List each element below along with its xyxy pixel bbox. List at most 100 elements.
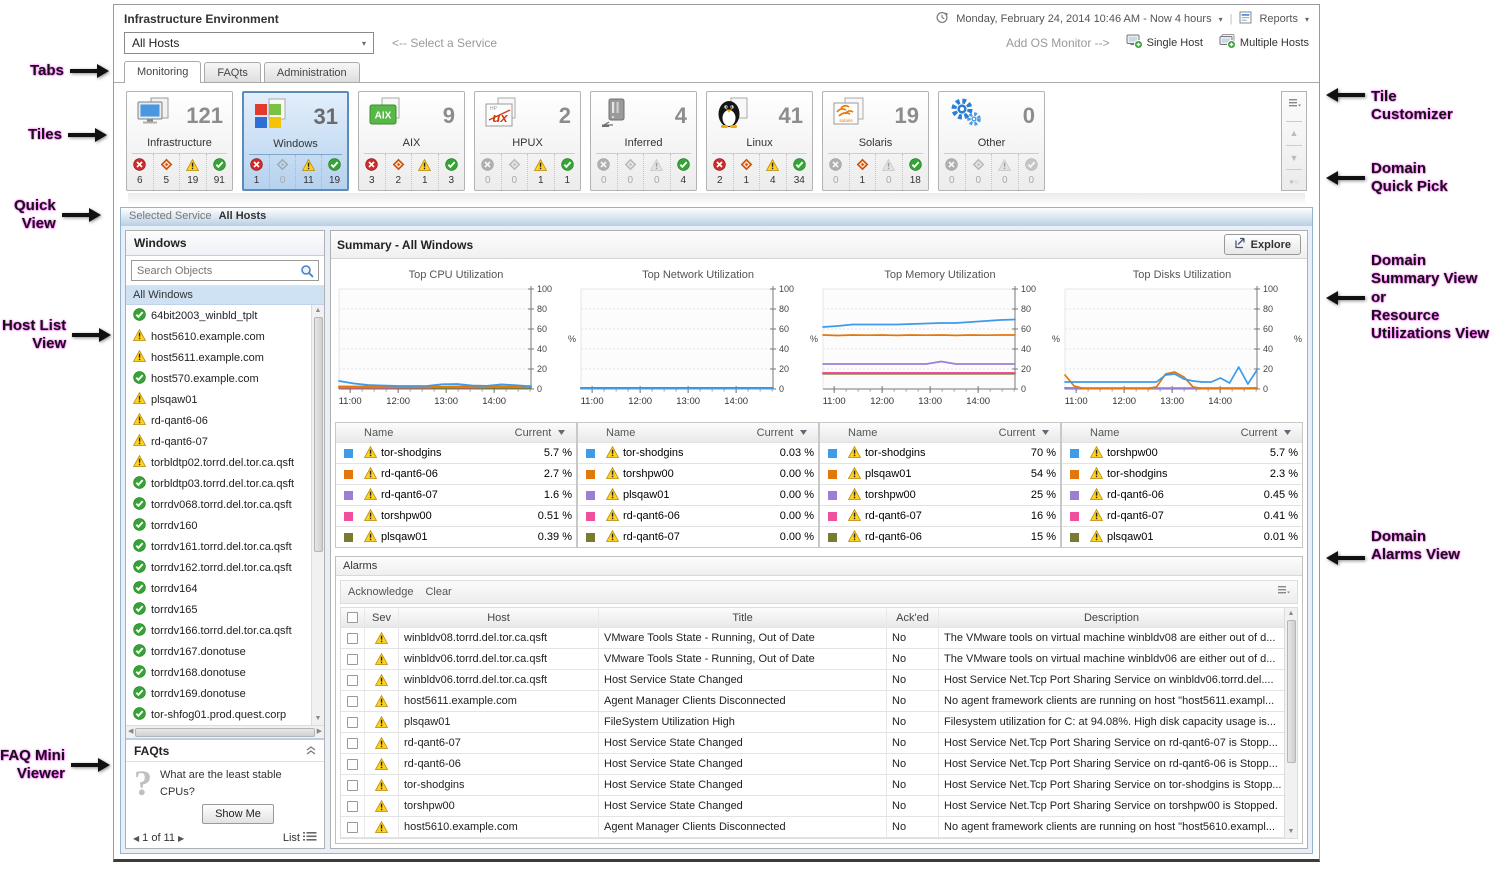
alarm-row[interactable]: winbldv08.torrd.del.tor.ca.qsft VMware T… [341,628,1284,649]
host-list-item[interactable]: torrdv162.torrd.del.tor.ca.qsft [126,557,311,578]
host-list-item[interactable]: host570.example.com [126,368,311,389]
acknowledge-button[interactable]: Acknowledge [348,586,414,598]
tile-status-warning[interactable]: 0 [875,154,902,190]
next-page-icon[interactable]: ▶ [177,833,185,843]
prev-page-icon[interactable]: ◀ [133,833,140,843]
alarm-checkbox[interactable] [347,821,358,833]
tile-status-critical[interactable]: 1 [848,154,876,190]
tile-status-critical[interactable]: 0 [616,154,644,190]
host-list-item[interactable]: tor-shfog01.prod.quest.corp [126,704,311,725]
tile-status-critical[interactable]: 0 [964,154,992,190]
legend-row[interactable]: plsqaw01 0.00 % [578,484,818,505]
tile-status-critical[interactable]: 5 [152,154,180,190]
alarm-row[interactable]: torshpw00 Host Service State Changed No … [341,796,1284,817]
tile-status-normal[interactable]: 3 [437,154,465,190]
legend-row[interactable]: torshpw00 0.51 % [336,505,576,526]
legend-row[interactable]: rd-qant6-07 0.41 % [1062,505,1302,526]
host-list-item[interactable]: torrdv160 [126,515,311,536]
host-list-item[interactable]: torbldtp02.torrd.del.tor.ca.qsft [126,452,311,473]
host-list-item[interactable]: torrdv068.torrd.del.tor.ca.qsft [126,494,311,515]
tile-status-critical[interactable]: 0 [500,154,528,190]
tab-monitoring[interactable]: Monitoring [124,61,202,83]
host-list-item[interactable]: rd-qant6-07 [126,431,311,452]
host-list-vertical-scrollbar[interactable]: ▲ ▼ [311,305,324,725]
tile-status-normal[interactable]: 91 [205,154,233,190]
tile-status-warning[interactable]: 0 [643,154,670,190]
alarm-row[interactable]: tor-shodgins Host Service State Changed … [341,775,1284,796]
host-list-item[interactable]: torrdv169.donotuse [126,683,311,704]
alarm-checkbox[interactable] [347,737,358,749]
alarms-menu-icon[interactable] [1277,585,1290,599]
alarm-checkbox[interactable] [347,674,358,686]
tile-inferred[interactable]: 4 Inferred 0 0 0 4 [590,91,697,191]
alarm-row[interactable]: plsqaw01 FileSystem Utilization High No … [341,712,1284,733]
legend-row[interactable]: rd-qant6-07 0.00 % [578,526,818,547]
legend-row[interactable]: tor-shodgins 5.7 % [336,442,576,463]
tile-status-normal[interactable]: 1 [553,154,581,190]
tile-aix[interactable]: AIX 9 AIX 3 2 1 3 [358,91,465,191]
tile-status-fatal[interactable]: 0 [939,154,965,190]
tile-status-fatal[interactable]: 3 [359,154,385,190]
tab-faqts[interactable]: FAQts [204,62,261,82]
tile-status-warning[interactable]: 4 [759,154,786,190]
legend-row[interactable]: tor-shodgins 70 % [820,442,1060,463]
single-host-button[interactable]: Single Host [1126,34,1203,52]
alarm-checkbox[interactable] [347,779,358,791]
service-select[interactable]: All Hosts ▾ [124,32,374,54]
tile-customizer[interactable]: ▲ ▼ ●○ [1281,91,1307,191]
tile-status-fatal[interactable]: 0 [475,154,501,190]
alarm-row[interactable]: rd-qant6-07 Host Service State Changed N… [341,733,1284,754]
clear-button[interactable]: Clear [425,586,452,598]
host-list-item[interactable]: torrdv167.donotuse [126,641,311,662]
host-list-item[interactable]: rd-qant6-06 [126,410,311,431]
tile-status-normal[interactable]: 18 [901,154,929,190]
host-list-item[interactable]: host5611.example.com [126,347,311,368]
legend-row[interactable]: tor-shodgins 2.3 % [1062,463,1302,484]
tile-windows[interactable]: 31 Windows 1 0 11 19 [242,91,349,191]
tile-status-warning[interactable]: 11 [295,155,321,189]
faq-list-button[interactable]: List [283,831,317,845]
tile-status-fatal[interactable]: 2 [707,154,733,190]
host-group-all-windows[interactable]: All Windows [126,285,324,305]
tile-status-fatal[interactable]: 1 [244,155,269,189]
tile-status-critical[interactable]: 0 [269,155,295,189]
collapse-icon[interactable] [306,744,316,758]
alarm-checkbox[interactable] [347,632,358,644]
host-list-item[interactable]: plsqaw01 [126,389,311,410]
alarms-vertical-scrollbar[interactable]: ▲ ▼ [1284,608,1297,838]
time-range-label[interactable]: Monday, February 24, 2014 10:46 AM - Now… [956,13,1212,25]
search-input[interactable] [131,260,319,281]
host-list-item[interactable]: torrdv168.donotuse [126,662,311,683]
tile-status-warning[interactable]: 19 [179,154,206,190]
host-list-item[interactable]: torrdv166.torrd.del.tor.ca.qsft [126,620,311,641]
legend-row[interactable]: tor-shodgins 0.03 % [578,442,818,463]
legend-row[interactable]: rd-qant6-06 15 % [820,526,1060,547]
tile-status-normal[interactable]: 4 [669,154,697,190]
tile-status-normal[interactable]: 34 [785,154,813,190]
tab-administration[interactable]: Administration [263,62,360,82]
tile-status-warning[interactable]: 1 [411,154,438,190]
alarm-row[interactable]: winbldv06.torrd.del.tor.ca.qsft VMware T… [341,649,1284,670]
tile-infrastructure[interactable]: 121 Infrastructure 6 5 19 91 [126,91,233,191]
search-icon[interactable] [300,264,314,283]
tile-solaris[interactable]: solaris 19 Solaris 0 1 0 18 [822,91,929,191]
tile-status-fatal[interactable]: 6 [127,154,153,190]
legend-row[interactable]: plsqaw01 54 % [820,463,1060,484]
host-list-horizontal-scrollbar[interactable]: ◀ ▶ [126,725,324,738]
tile-status-fatal[interactable]: 0 [591,154,617,190]
legend-row[interactable]: rd-qant6-07 16 % [820,505,1060,526]
alarm-checkbox[interactable] [347,800,358,812]
host-list-item[interactable]: torrdv161.torrd.del.tor.ca.qsft [126,536,311,557]
legend-row[interactable]: rd-qant6-06 2.7 % [336,463,576,484]
legend-row[interactable]: torshpw00 25 % [820,484,1060,505]
explore-button[interactable]: Explore [1223,234,1301,255]
tile-other[interactable]: 0 Other 0 0 0 0 [938,91,1045,191]
legend-row[interactable]: plsqaw01 0.39 % [336,526,576,547]
host-list-item[interactable]: torbldtp03.torrd.del.tor.ca.qsft [126,473,311,494]
alarm-checkbox[interactable] [347,758,358,770]
time-range-dropdown-icon[interactable]: ▾ [1218,14,1223,24]
tile-hpux[interactable]: HP ux 2 HPUX 0 0 1 1 [474,91,581,191]
legend-row[interactable]: torshpw00 5.7 % [1062,442,1302,463]
alarm-checkbox[interactable] [347,716,358,728]
tile-status-warning[interactable]: 0 [991,154,1018,190]
